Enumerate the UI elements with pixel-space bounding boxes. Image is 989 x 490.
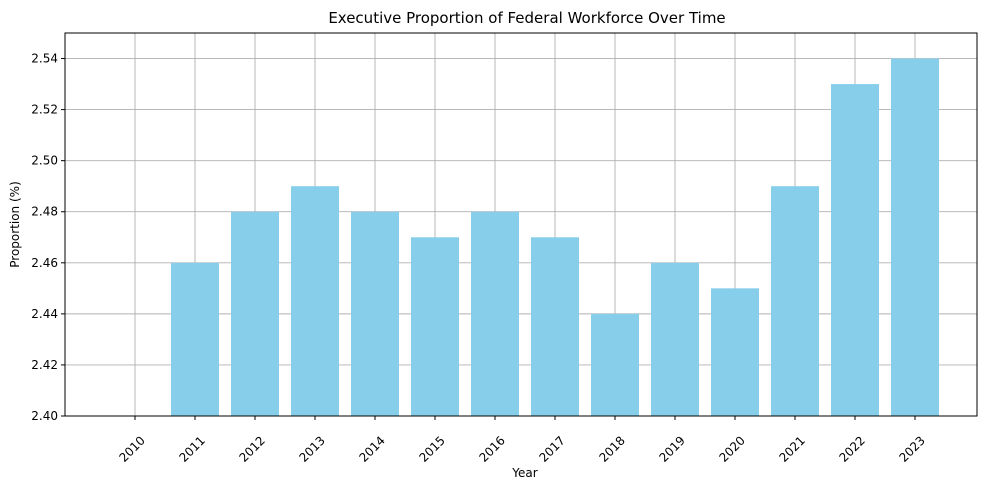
x-tick-label: 2017 <box>536 433 567 464</box>
x-axis-ticks: 2010 2011 2012 2013 2014 2015 2016 2017 2018 2019… <box>116 416 928 465</box>
y-tick-label: 2.42 <box>31 358 58 372</box>
x-tick-label: 2018 <box>596 433 627 464</box>
bar-2016 <box>471 211 519 416</box>
x-tick-label: 2021 <box>776 433 807 464</box>
bar-2023 <box>891 58 939 417</box>
x-tick-label: 2014 <box>356 433 387 464</box>
x-tick-label: 2016 <box>476 433 507 464</box>
bar-2022 <box>831 84 879 417</box>
bar-2013 <box>291 186 339 416</box>
x-tick-label: 2010 <box>116 433 147 464</box>
bar-2021 <box>771 186 819 416</box>
bar-2014 <box>351 211 399 416</box>
x-tick-label: 2012 <box>236 433 267 464</box>
x-tick-label: 2011 <box>176 433 207 464</box>
y-tick-label: 2.44 <box>31 307 58 321</box>
y-tick-label: 2.40 <box>31 409 58 423</box>
y-axis-label: Proportion (%) <box>8 181 22 268</box>
chart-title: Executive Proportion of Federal Workforc… <box>328 9 725 27</box>
x-tick-label: 2022 <box>836 433 867 464</box>
bar-2011 <box>171 262 219 416</box>
bar-2012 <box>231 211 279 416</box>
x-tick-label: 2013 <box>296 433 327 464</box>
x-tick-label: 2019 <box>656 433 687 464</box>
bar-2019 <box>651 262 699 416</box>
bar-2020 <box>711 288 759 416</box>
x-tick-label: 2015 <box>416 433 447 464</box>
y-tick-label: 2.52 <box>31 103 58 117</box>
y-tick-label: 2.46 <box>31 256 58 270</box>
x-tick-label: 2020 <box>716 433 747 464</box>
bar-2017 <box>531 237 579 416</box>
y-tick-label: 2.50 <box>31 154 58 168</box>
bars <box>171 58 939 417</box>
y-tick-label: 2.48 <box>31 205 58 219</box>
bar-2015 <box>411 237 459 416</box>
y-axis-ticks: 2.40 2.42 2.44 2.46 2.48 2.50 2.52 2.54 <box>31 52 65 423</box>
x-axis-label: Year <box>511 466 537 480</box>
x-tick-label: 2023 <box>896 433 927 464</box>
y-tick-label: 2.54 <box>31 52 58 66</box>
bar-2018 <box>591 313 639 416</box>
plot-frame <box>64 32 978 417</box>
